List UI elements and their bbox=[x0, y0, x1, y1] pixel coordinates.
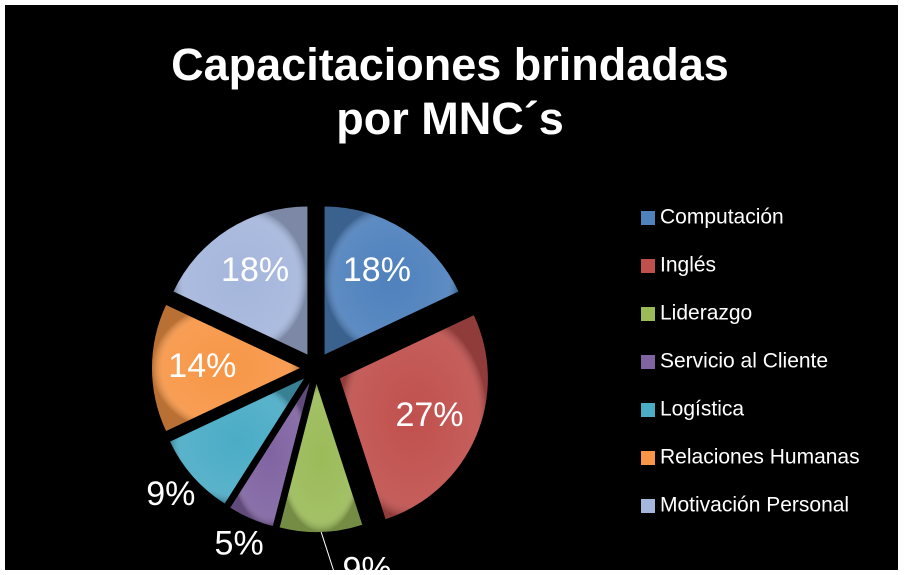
data-label: 5% bbox=[215, 525, 264, 563]
data-label: 9% bbox=[146, 475, 195, 513]
slice-shade bbox=[279, 383, 363, 532]
slice-shade bbox=[339, 315, 488, 520]
data-label: 27% bbox=[395, 396, 463, 434]
data-label: 9% bbox=[343, 550, 392, 575]
legend-label: Computación bbox=[660, 206, 784, 229]
legend-label: Inglés bbox=[660, 254, 716, 277]
legend-label: Motivación Personal bbox=[660, 494, 849, 517]
slice-shade bbox=[230, 382, 310, 527]
legend-label: Liderazgo bbox=[660, 302, 752, 325]
slice-shade bbox=[151, 304, 300, 432]
slice-shade bbox=[324, 206, 459, 355]
legend-swatch bbox=[641, 451, 655, 465]
data-label: 14% bbox=[168, 347, 236, 385]
data-label: 18% bbox=[221, 251, 289, 289]
chart-title: Capacitaciones brindadas por MNC´s bbox=[171, 39, 729, 144]
legend-swatch bbox=[641, 499, 655, 513]
slice-shade bbox=[173, 206, 308, 355]
legend-swatch bbox=[641, 307, 655, 321]
slice-shade bbox=[170, 378, 304, 504]
legend-swatch bbox=[641, 211, 655, 225]
legend-swatch bbox=[641, 259, 655, 273]
legend-label: Servicio al Cliente bbox=[660, 350, 828, 373]
leader-line bbox=[320, 531, 336, 575]
legend-swatch bbox=[641, 355, 655, 369]
legend-swatch bbox=[641, 403, 655, 417]
data-label: 18% bbox=[343, 251, 411, 289]
legend-label: Relaciones Humanas bbox=[660, 446, 860, 469]
legend-label: Logística bbox=[660, 398, 744, 421]
